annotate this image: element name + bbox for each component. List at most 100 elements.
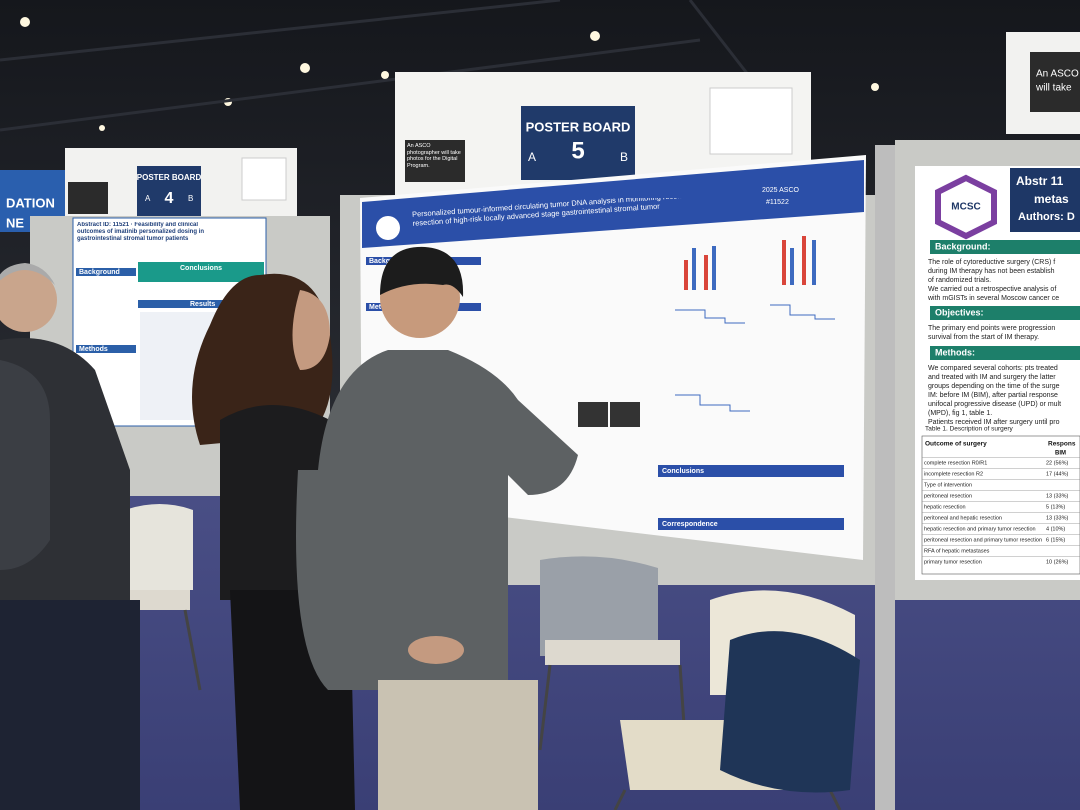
text-line: unifocal progressive disease (UPD) or mu…: [928, 401, 1061, 408]
text-line: during IM therapy has not been establish: [928, 268, 1055, 275]
sign-text: An ASCO: [1036, 69, 1079, 80]
sign-panel: [1030, 52, 1080, 112]
text-line: IM: before IM (BIM), after partial respo…: [928, 392, 1058, 399]
text-block: The role of cytoreductive surgery (CRS) …: [927, 259, 1059, 302]
board-header-text: POSTER BOARD: [137, 173, 202, 182]
figure-bars: [684, 236, 816, 290]
abstract-number: #11522: [766, 199, 789, 206]
board-header-text: POSTER BOARD: [526, 119, 631, 134]
left-poster-title: Abstract ID: 11521 · Feasibility and cli…: [77, 222, 205, 242]
table-cell: hepatic resection: [924, 504, 966, 510]
section-heading: Results: [190, 301, 215, 308]
table-cell: complete resection R0/R1: [924, 460, 987, 466]
table-cell: incomplete resection R2: [924, 471, 983, 477]
text-line: (MPD), fig 1, table 1.: [928, 410, 992, 417]
photo-note: [405, 140, 465, 182]
authors: Authors: D: [1018, 211, 1075, 223]
board-number: 5: [571, 137, 584, 164]
table-caption: Table 1. Description of surgery: [925, 426, 1014, 433]
table-cell: peritoneal resection and primary tumor r…: [924, 537, 1042, 543]
logo: [376, 216, 400, 240]
table-cell: 4 (10%): [1046, 526, 1065, 532]
section-bar: [138, 262, 264, 282]
abstract: Abstr 11: [1016, 174, 1064, 188]
table-cell: 10 (26%): [1046, 559, 1068, 565]
photo-note: [68, 182, 108, 214]
table-cell: 22 (56%): [1046, 460, 1068, 466]
right-poster: [915, 166, 1080, 580]
info-sheet: [241, 157, 287, 201]
board-side: A: [145, 194, 151, 203]
section-heading: Methods: [79, 346, 108, 353]
tote-bag: [720, 631, 860, 793]
chair: [120, 504, 202, 700]
ceiling-lights: [20, 17, 879, 131]
table-header: Respons: [1048, 441, 1076, 448]
table-subheader: BIM: [1055, 451, 1066, 457]
person-man: [296, 246, 578, 810]
section-heading: Background: [79, 269, 120, 276]
table-cell: 13 (33%): [1046, 515, 1068, 521]
section-bar: [76, 345, 136, 353]
text-line: The primary end points were progression: [928, 325, 1055, 332]
table-cell: 13 (33%): [1046, 493, 1068, 499]
sign-text: will take: [1035, 83, 1072, 94]
banner-text: DATION: [6, 195, 55, 210]
section-bar: [930, 306, 1080, 320]
text-line: groups depending on the time of the surg…: [928, 383, 1060, 390]
text-line: Patients received IM after surgery until…: [928, 419, 1060, 426]
section-bar: [658, 465, 844, 477]
pole: [875, 145, 895, 810]
table-header: Outcome of surgery: [925, 441, 987, 448]
board-sign: [521, 106, 635, 180]
person-left: [0, 263, 140, 810]
board-side: B: [620, 150, 628, 164]
text-line: We compared several cohorts: pts treated: [928, 365, 1058, 372]
poster-title-box: Personalized tumour-informed circulating…: [412, 198, 731, 228]
table: Outcome of surgery Respons BIM complete res…: [921, 435, 1080, 575]
table-frame: [921, 435, 1080, 575]
board-side: B: [188, 194, 193, 203]
poster-title-band: [362, 160, 864, 248]
text-block: The primary end points were progression s…: [928, 325, 1055, 341]
banner-text: NE: [6, 215, 24, 230]
title-band: [1010, 168, 1080, 232]
table-cell: hepatic resection and primary tumor rese…: [924, 526, 1036, 532]
section-bar: [138, 300, 264, 308]
section-bar: [76, 268, 136, 276]
scan-image: [610, 402, 640, 427]
table-cell: 17 (44%): [1046, 471, 1068, 477]
section-heading: Background:: [935, 241, 991, 251]
center-poster-title: Personalized tumour-informed circulating…: [412, 198, 731, 228]
photo-note-text: An ASCO photographer will take photos fo…: [407, 143, 461, 169]
text-line: with mGISTs in several Moscow cancer ce: [927, 295, 1059, 302]
text-line: and treated with IM and surgery the latt…: [928, 374, 1056, 381]
text-line: of randomized trials.: [928, 277, 991, 284]
table-cell: peritoneal and hepatic resection: [924, 515, 1002, 521]
table-cell: Type of intervention: [924, 482, 972, 488]
poster-title-box: Abstract ID: 11521 · Feasibility and cli…: [77, 222, 205, 242]
section-heading: Conclusions: [180, 265, 222, 272]
table-cell: RFA of hepatic metastases: [924, 548, 990, 554]
survival-curves: [675, 304, 835, 412]
section-heading: Conclusions: [662, 468, 704, 475]
section-bar: [658, 518, 844, 530]
scan-image: [578, 402, 608, 427]
photo-note-box: An ASCO photographer will take photos fo…: [407, 143, 461, 169]
board-number: 4: [165, 190, 174, 207]
title-fragment: metas: [1034, 192, 1069, 206]
meeting: 2025 ASCO: [762, 187, 800, 194]
section-heading: Correspondence: [662, 521, 718, 528]
board-side: A: [528, 150, 536, 164]
board-sign: [137, 166, 201, 216]
logo-text: MCSC: [951, 202, 980, 213]
text-line: We carried out a retrospective analysis …: [928, 286, 1056, 293]
section-heading: Methods:: [935, 347, 975, 357]
table-cell: 5 (13%): [1046, 504, 1065, 510]
section-heading: Objectives:: [935, 307, 984, 317]
table-cell: primary tumor resection: [924, 559, 982, 565]
section-bar: [930, 240, 1080, 254]
table-cell: 6 (15%): [1046, 537, 1065, 543]
